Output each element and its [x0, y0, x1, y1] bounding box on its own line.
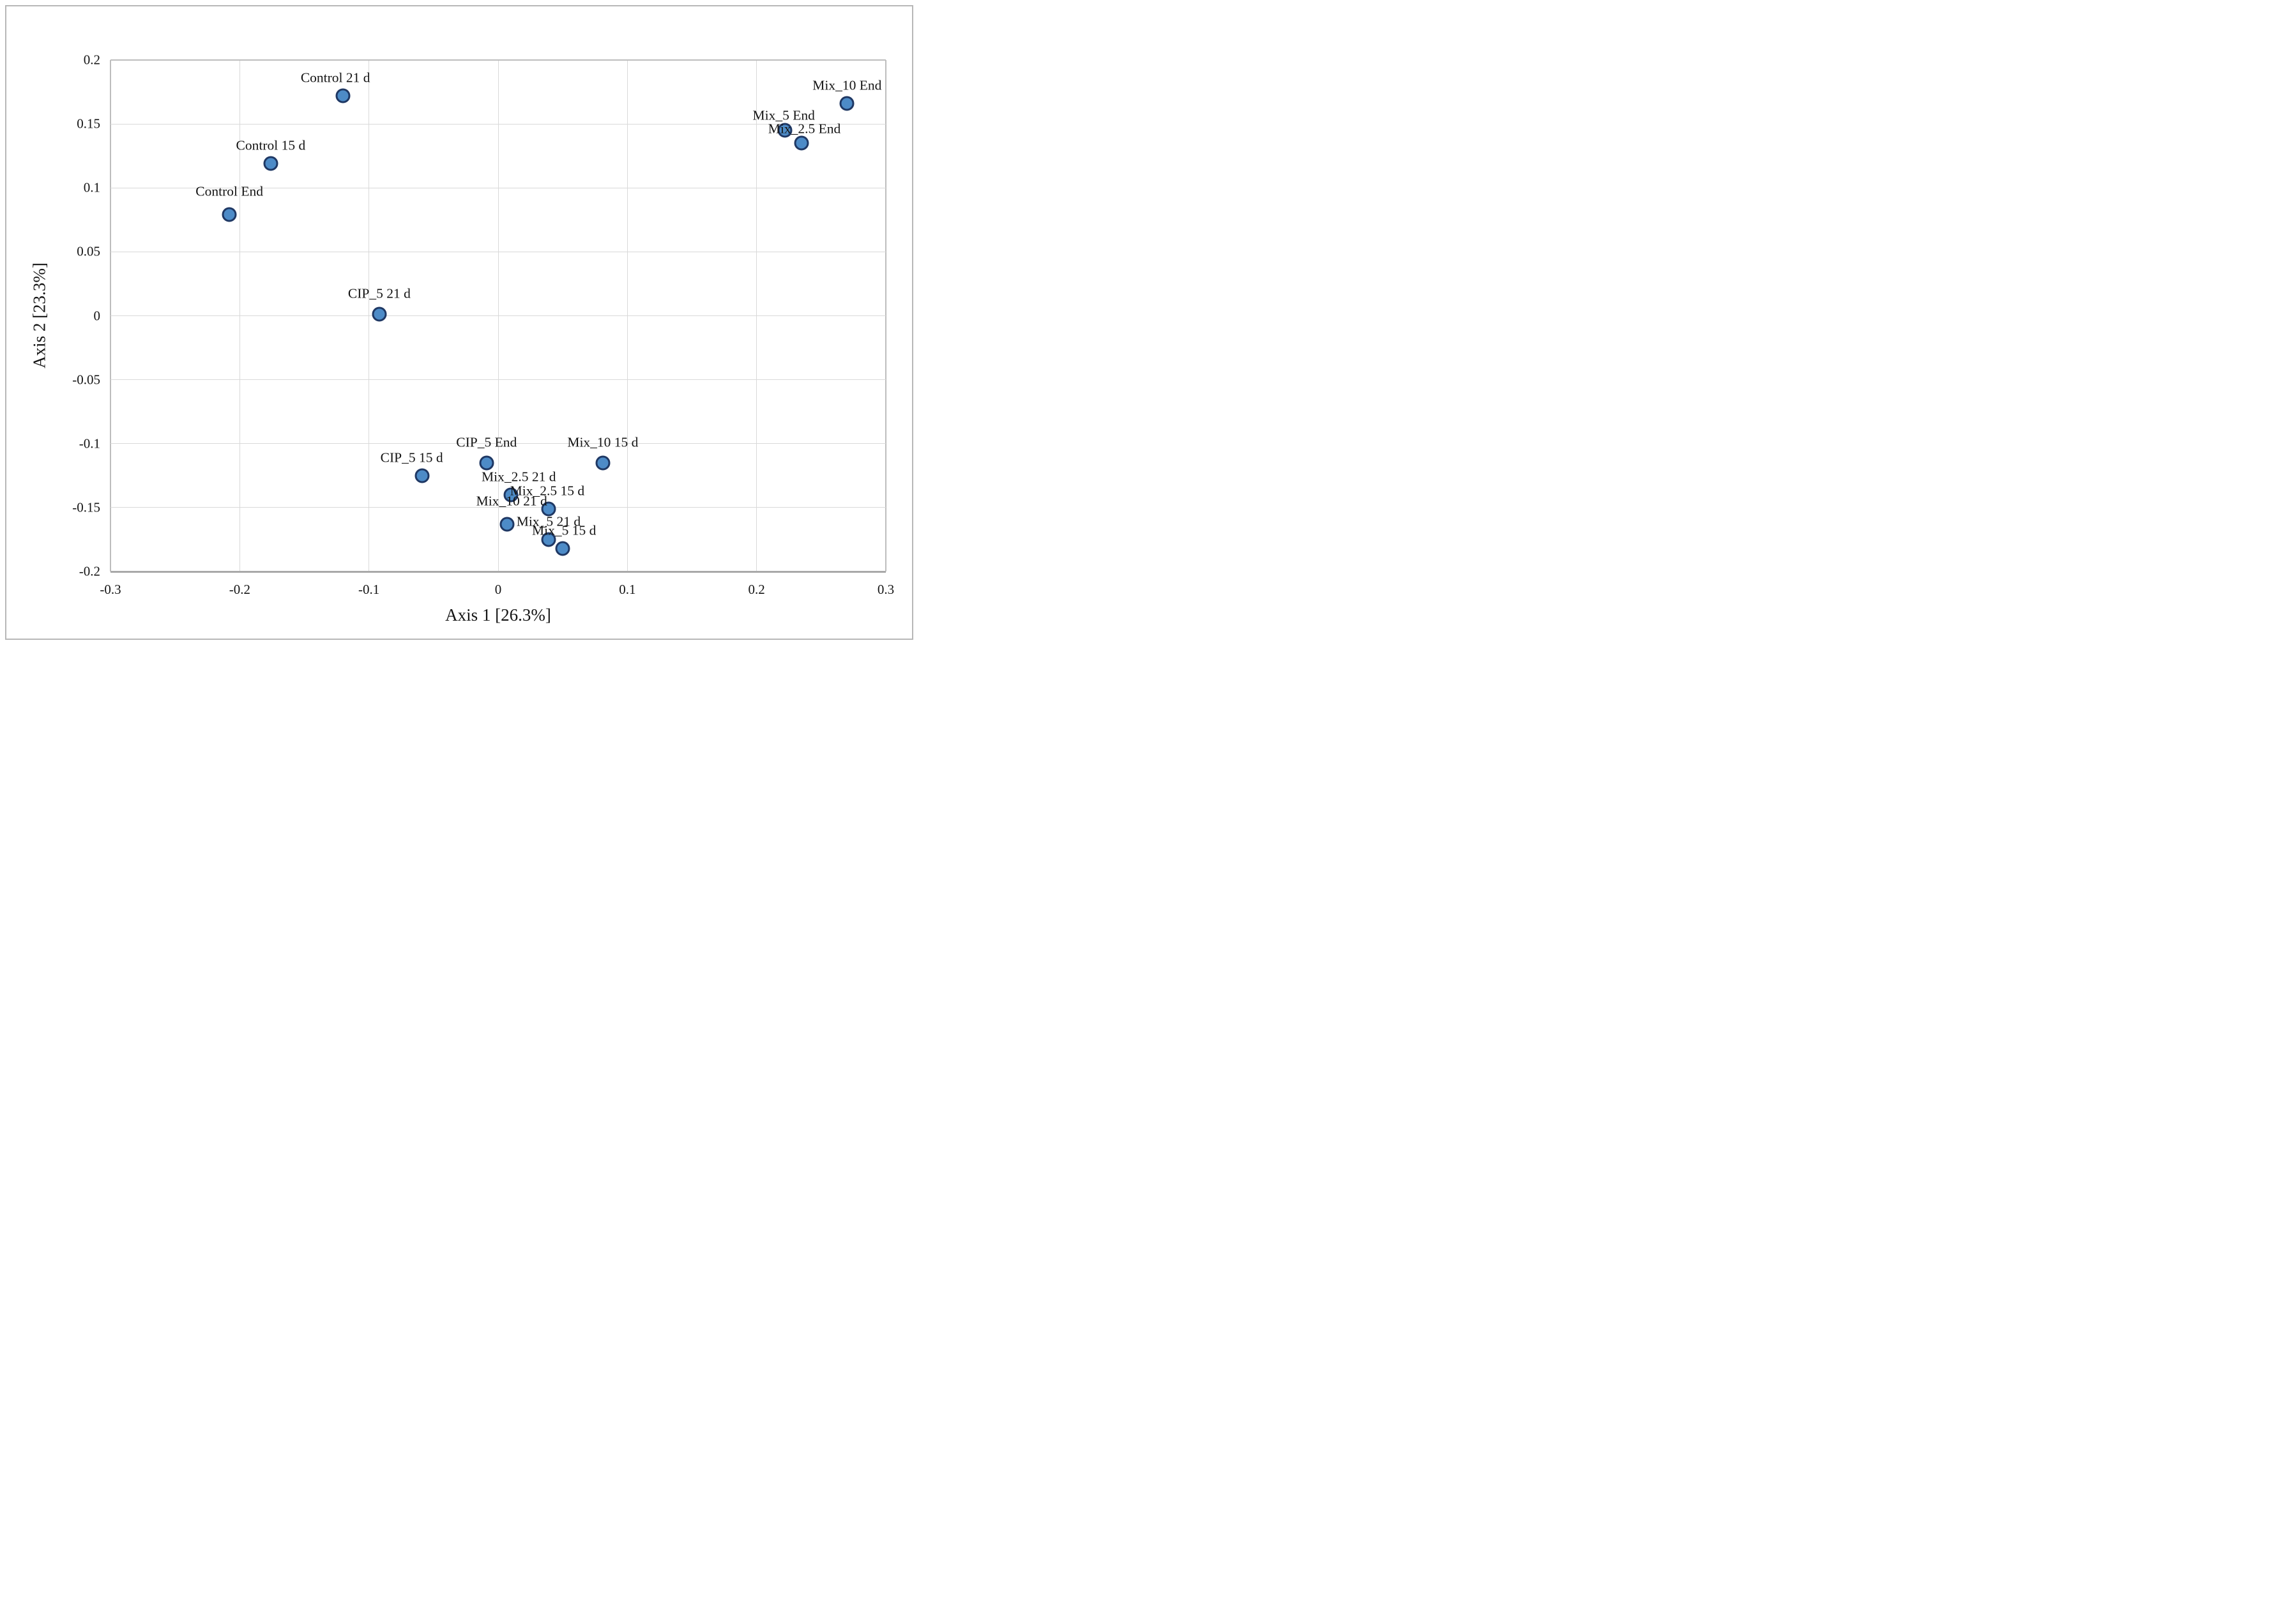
data-point-label: Mix_2.5 21 d	[481, 469, 556, 485]
y-axis-tick-label: 0.15	[77, 116, 100, 132]
y-axis-tick-label: 0.1	[83, 179, 100, 195]
gridline-horizontal	[110, 315, 886, 316]
data-point	[794, 135, 809, 151]
data-point-label: CIP_5 21 d	[347, 285, 411, 301]
x-axis-tick-label: 0.2	[748, 582, 765, 597]
figure-frame: -0.3 -0.2 -0.1 0 0.1 0.2 0.3 0.2 0.15 0.1 0.05 0 -0.…	[5, 5, 913, 640]
y-axis-tick-label: -0.1	[79, 435, 100, 451]
data-point	[372, 307, 387, 322]
y-axis-tick-label: 0	[93, 308, 101, 323]
data-point	[335, 88, 351, 103]
x-axis-tick-label: 0	[494, 582, 502, 597]
x-axis-line	[110, 571, 886, 573]
gridline-horizontal	[110, 443, 886, 444]
data-point	[414, 468, 430, 483]
data-point	[499, 517, 515, 532]
gridline-horizontal	[110, 507, 886, 508]
data-point-label: Mix_10 21 d	[476, 493, 547, 509]
data-point-label: CIP_5 15 d	[380, 450, 443, 466]
x-axis-title: Axis 1 [26.3%]	[445, 605, 551, 625]
data-point-label: Mix_10 End	[812, 77, 882, 93]
x-axis-tick-label: 0.3	[877, 582, 895, 597]
data-point-label: Mix_10 15 d	[567, 434, 639, 450]
data-point	[263, 156, 278, 171]
y-axis-tick-label: 0.2	[83, 52, 100, 68]
gridline-horizontal	[110, 123, 886, 125]
data-point	[479, 455, 494, 471]
y-axis-tick-label: -0.2	[79, 563, 100, 579]
plot-frame-top-edge	[110, 59, 886, 61]
data-point	[541, 501, 556, 517]
data-point	[555, 541, 570, 556]
plot-frame-vertical-edge	[885, 60, 886, 572]
y-axis-tick-label: -0.15	[72, 499, 100, 515]
x-axis-tick-label: 0.1	[619, 582, 636, 597]
x-axis-tick-label: -0.1	[358, 582, 380, 597]
data-point	[839, 96, 855, 111]
data-point-label: Mix_5 End	[752, 107, 815, 123]
y-axis-tick-label: -0.05	[72, 372, 100, 388]
x-axis-tick-label: -0.2	[229, 582, 250, 597]
data-point-label: Mix_5 15 d	[531, 522, 597, 538]
data-point-label: Mix_5 21 d	[516, 513, 581, 529]
data-point-label: Mix_2.5 15 d	[510, 483, 585, 499]
x-axis-tick-label: -0.3	[100, 582, 121, 597]
data-point	[503, 487, 519, 503]
data-point	[222, 207, 237, 222]
data-point-label: Control End	[195, 183, 263, 199]
y-axis-title: Axis 2 [23.3%]	[29, 262, 49, 368]
data-point-label: Mix_2.5 End	[768, 121, 841, 137]
gridline-horizontal	[110, 379, 886, 381]
data-point-label: Control 15 d	[236, 137, 306, 153]
data-point	[595, 455, 611, 471]
data-point-label: Control 21 d	[300, 70, 370, 86]
data-point	[777, 123, 793, 138]
y-axis-tick-label: 0.05	[77, 243, 100, 259]
data-point	[541, 532, 556, 547]
data-point-label: CIP_5 End	[456, 434, 517, 450]
